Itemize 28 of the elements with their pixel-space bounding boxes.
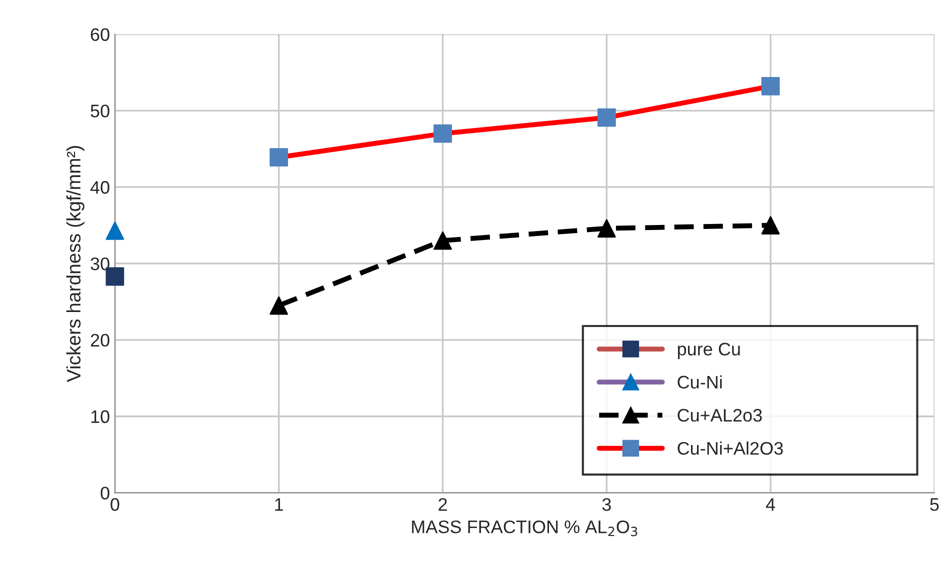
legend-label: Cu-Ni+Al2O3: [678, 441, 783, 455]
point: [106, 221, 124, 240]
y-axis-title: Vickers hardness (kgf/mm²): [66, 146, 84, 382]
y-tick-label: 40: [90, 181, 110, 194]
point: [761, 77, 780, 96]
x-tick-label: 5: [930, 498, 939, 511]
point: [761, 216, 780, 235]
legend-label: pure Cu: [678, 342, 740, 360]
point: [597, 108, 616, 127]
y-tick-label: 50: [90, 104, 110, 118]
x-axis-title: MASS FRACTION % AL$_{2}$O$_{3}$: [412, 520, 638, 536]
x-tick-label: 3: [602, 498, 611, 511]
y-tick-label: 20: [90, 334, 110, 347]
x-tick-label: 4: [766, 498, 776, 511]
point: [434, 124, 452, 143]
point: [270, 296, 288, 315]
y-tick-label: 0: [100, 486, 110, 500]
y-tick-label: 30: [90, 257, 110, 270]
point: [434, 231, 452, 250]
point: [270, 148, 288, 166]
y-tick-label: 60: [90, 28, 110, 41]
y-tick-label: 10: [91, 410, 110, 424]
x-tick-label: 2: [438, 498, 447, 511]
legend-label: Cu+AL2o3: [678, 408, 762, 422]
point: [597, 219, 616, 238]
x-tick-label: 0: [110, 498, 120, 511]
legend-label: Cu-Ni: [678, 375, 722, 389]
x-tick-label: 1: [275, 498, 283, 511]
